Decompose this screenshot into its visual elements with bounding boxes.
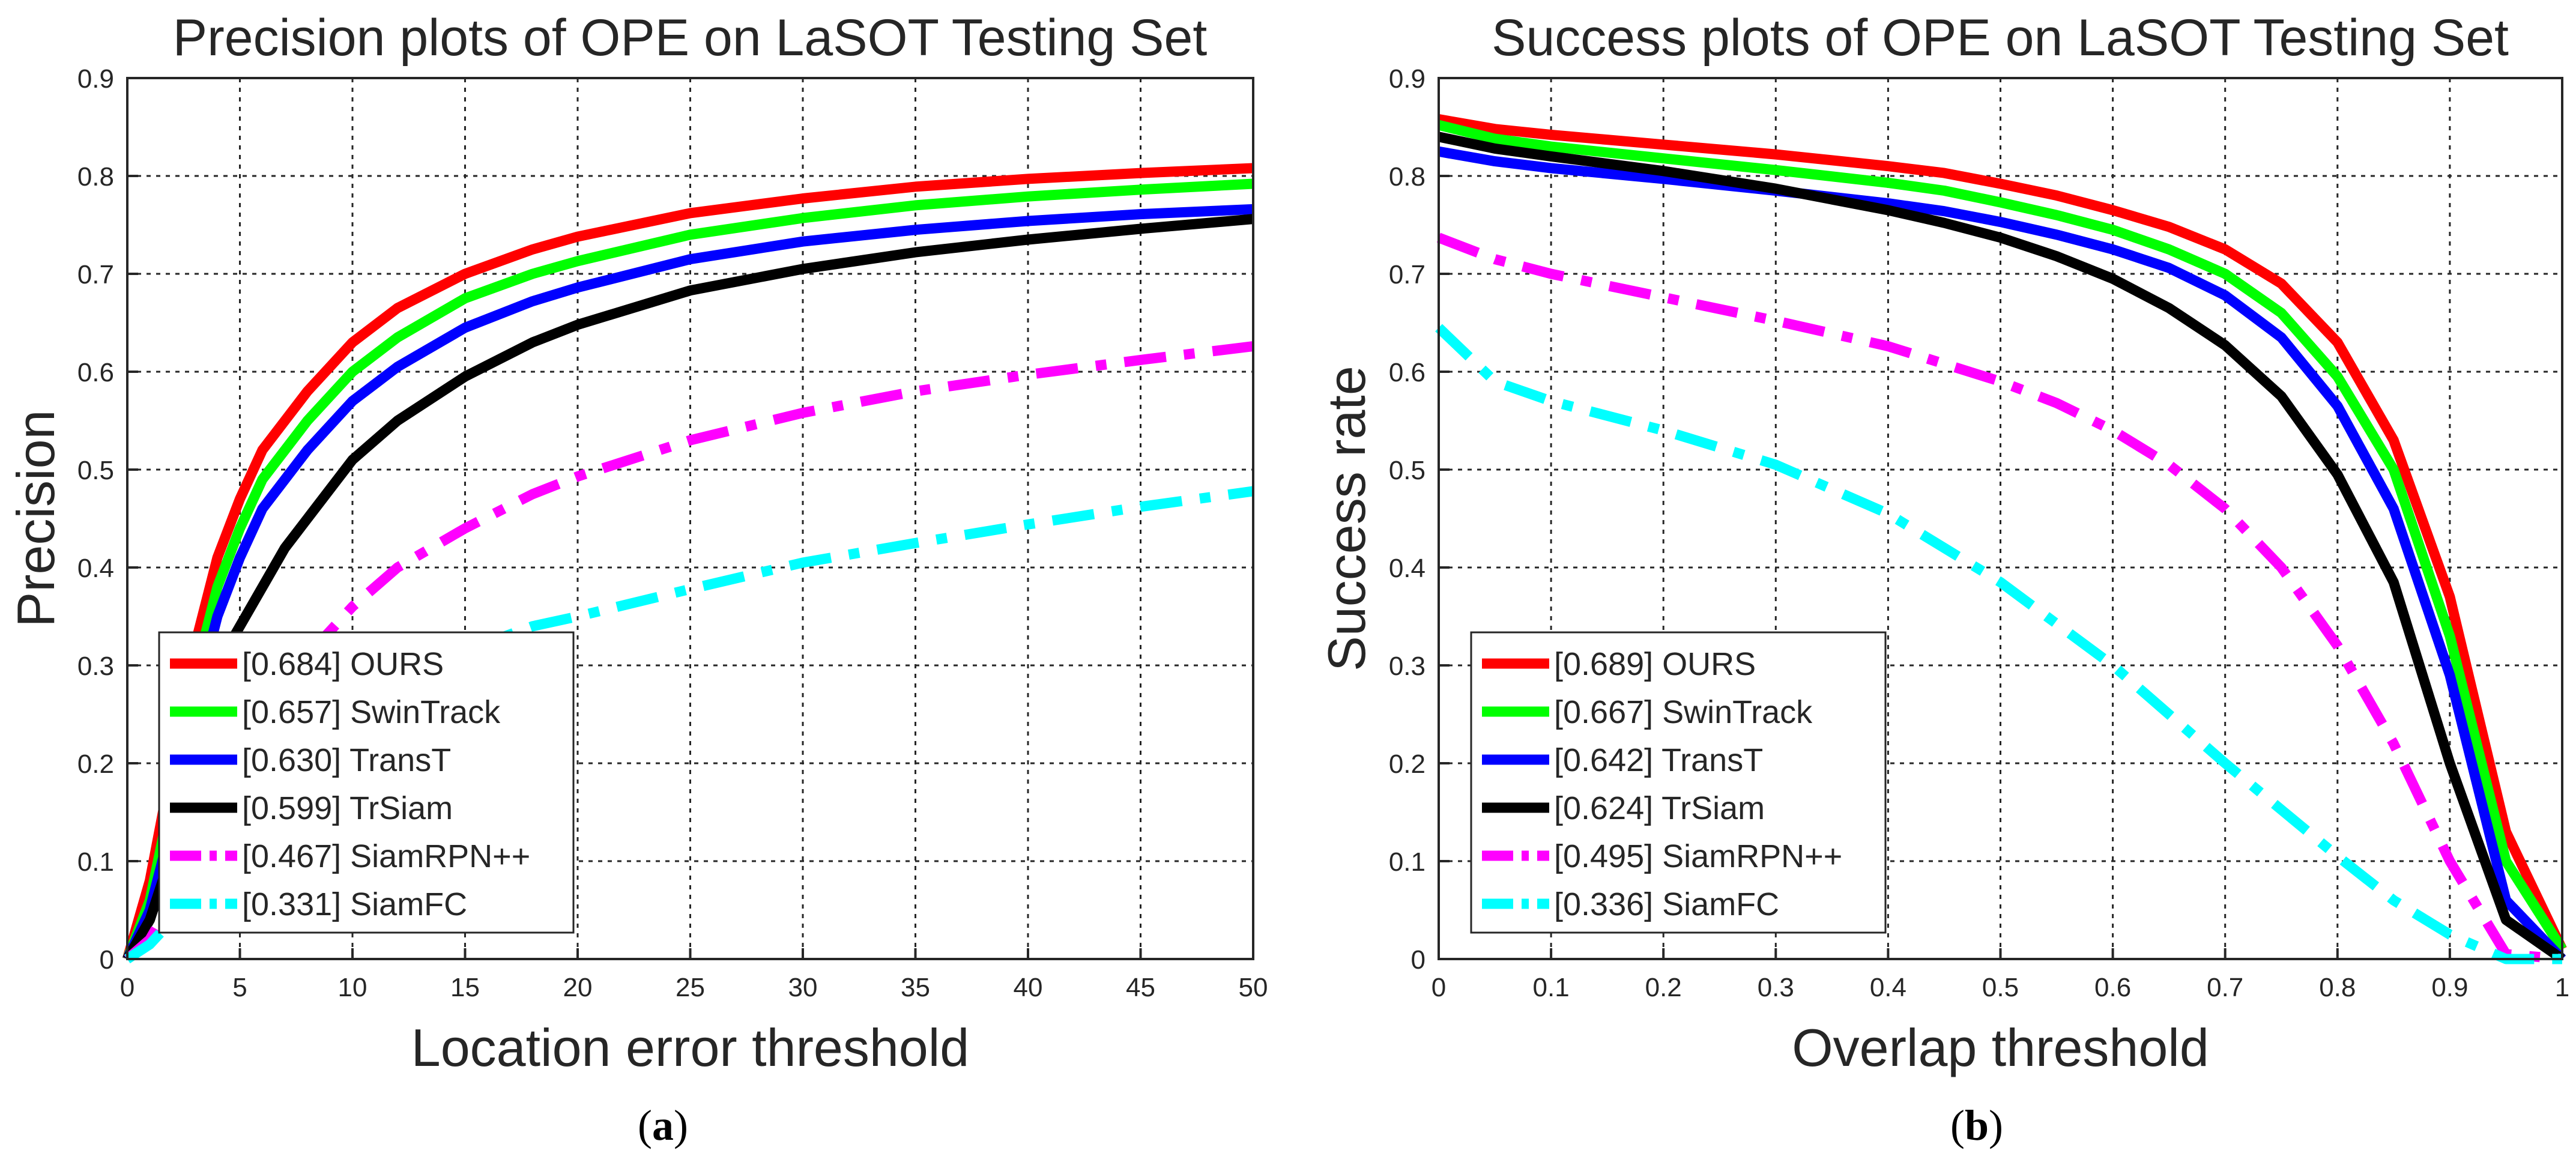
x-tick-label: 0.4 (1870, 973, 1906, 1002)
x-tick-label: 0.8 (2319, 973, 2356, 1002)
y-tick-label: 0.1 (1389, 847, 1426, 877)
y-tick-label: 0.6 (1389, 358, 1426, 387)
y-tick-label: 0.4 (1389, 554, 1426, 583)
x-tick-label: 30 (788, 973, 818, 1002)
x-tick-label: 5 (232, 973, 247, 1002)
y-axis-label: Success rate (1317, 366, 1376, 671)
y-tick-label: 0.3 (1389, 652, 1426, 681)
y-tick-label: 0 (100, 945, 114, 975)
series-line-swintrack (1437, 120, 2567, 952)
x-tick-label: 0.3 (1758, 973, 1794, 1002)
series-line-ours (1438, 114, 2567, 952)
legend: [0.689] OURS [0.667] SwinTrack [0.642] Tra… (1470, 631, 1887, 934)
series-line-siamrpn- (1436, 232, 2563, 964)
y-tick-label: 0.8 (1389, 162, 1426, 192)
y-tick-label: 0.8 (77, 162, 114, 192)
y-tick-label: 0.5 (77, 456, 114, 485)
legend-label: [0.630] TransT (242, 742, 451, 778)
y-tick-label: 0.6 (77, 358, 114, 387)
legend-label: [0.599] TrSiam (242, 790, 453, 826)
y-tick-label: 0.3 (77, 652, 114, 681)
x-tick-label: 10 (338, 973, 367, 1002)
y-tick-label: 0.9 (77, 64, 114, 94)
y-tick-label: 0.1 (77, 847, 114, 877)
legend-label: [0.667] SwinTrack (1554, 694, 1813, 730)
x-tick-label: 50 (1239, 973, 1268, 1002)
series-line-siamfc (1435, 324, 2562, 964)
y-tick-label: 0.9 (1389, 64, 1426, 94)
legend-label: [0.336] SiamFC (1554, 886, 1779, 922)
y-tick-label: 0 (1411, 945, 1426, 975)
series-line-trsiam (1438, 132, 2565, 963)
y-tick-label: 0.5 (1389, 456, 1426, 485)
series-line-siamrpn- (124, 341, 1254, 963)
x-tick-label: 0.2 (1645, 973, 1682, 1002)
x-tick-label: 45 (1126, 973, 1155, 1002)
y-tick-label: 0.7 (1389, 260, 1426, 289)
legend-label: [0.642] TransT (1554, 742, 1763, 778)
y-tick-label: 0.2 (1389, 749, 1426, 779)
x-tick-label: 0 (120, 973, 135, 1002)
series-line-transt (1438, 146, 2566, 963)
x-axis-label: Location error threshold (411, 1018, 969, 1077)
figure-caption: (b) (1950, 1101, 2003, 1149)
chart-title: Success plots of OPE on LaSOT Testing Se… (1492, 9, 2509, 67)
series-line-ours (122, 163, 1254, 961)
legend-label: [0.624] TrSiam (1554, 790, 1765, 826)
x-tick-label: 0.5 (1982, 973, 2019, 1002)
y-axis-label: Precision (6, 410, 65, 628)
figure-caption: (a) (638, 1101, 688, 1149)
legend-label: [0.689] OURS (1554, 646, 1756, 682)
legend-box (1470, 631, 1887, 934)
x-tick-label: 35 (901, 973, 930, 1002)
legend-label: [0.495] SiamRPN++ (1554, 838, 1842, 874)
chart-title: Precision plots of OPE on LaSOT Testing … (173, 9, 1208, 67)
legend-label: [0.684] OURS (242, 646, 444, 682)
x-tick-label: 0.6 (2094, 973, 2131, 1002)
legend-label: [0.331] SiamFC (242, 886, 467, 922)
x-axis-label: Overlap threshold (1792, 1018, 2209, 1077)
y-tick-label: 0.2 (77, 749, 114, 779)
legend-box (158, 631, 575, 934)
x-tick-label: 20 (563, 973, 593, 1002)
x-tick-label: 40 (1014, 973, 1043, 1002)
x-tick-label: 15 (450, 973, 480, 1002)
x-tick-label: 0 (1432, 973, 1446, 1002)
y-tick-label: 0.7 (77, 260, 114, 289)
legend-label: [0.467] SiamRPN++ (242, 838, 530, 874)
x-tick-label: 0.9 (2431, 973, 2468, 1002)
x-tick-label: 0.7 (2207, 973, 2243, 1002)
legend-label: [0.657] SwinTrack (242, 694, 501, 730)
x-tick-label: 1 (2555, 973, 2569, 1002)
chart-panel-success: 0 0.1 0.2 0.3 0.4 0.5 0.6 0.7 0.8 0.9 1 0 0.1 0.2 0.3 0… (1317, 9, 2569, 1149)
x-tick-label: 0.1 (1533, 973, 1570, 1002)
legend: [0.684] OURS [0.657] SwinTrack [0.630] Tra… (158, 631, 575, 934)
x-tick-label: 25 (676, 973, 705, 1002)
y-tick-label: 0.4 (77, 554, 114, 583)
chart-panel-precision: 0 5 10 15 20 25 30 35 40 45 50 0 0.1 0.2 0.3 0.4 0.5 0.6 0… (6, 9, 1268, 1149)
